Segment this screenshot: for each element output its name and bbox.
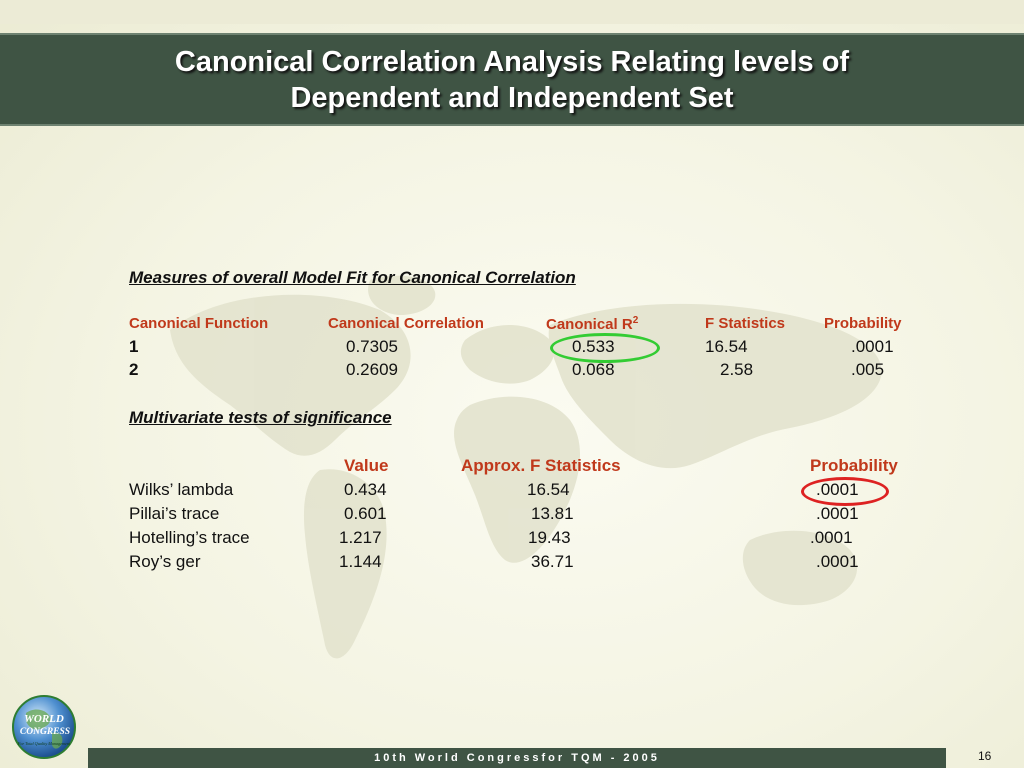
- logo-word-world: WORLD: [24, 713, 64, 725]
- col-header-canonical-r2: Canonical R2: [546, 315, 638, 333]
- fit-row-1-probability: .0001: [851, 337, 894, 356]
- mv-row-4-f: 36.71: [531, 552, 574, 571]
- col-header-canonical-correlation: Canonical Correlation: [328, 315, 484, 332]
- mv-row-1-test: Wilks’ lambda: [129, 480, 234, 499]
- col-header-approx-f: Approx. F Statistics: [461, 456, 621, 475]
- mv-row-3-f: 19.43: [528, 528, 571, 547]
- world-map-watermark: [170, 275, 882, 659]
- fit-row-2-correlation: 0.2609: [346, 360, 398, 379]
- mv-row-3-test: Hotelling’s trace: [129, 528, 250, 547]
- logo-word-congress: CONGRESS: [20, 727, 70, 737]
- mv-row-4-value: 1.144: [339, 552, 382, 571]
- slide-title-line-2: Dependent and Independent Set: [290, 81, 734, 114]
- fit-row-2-r2: 0.068: [572, 360, 615, 379]
- r2-label: Canonical R: [546, 316, 633, 333]
- highlight-circle-red: [801, 477, 889, 506]
- mv-row-2-test: Pillai’s trace: [129, 504, 220, 523]
- highlight-circle-green: [550, 333, 660, 363]
- mv-row-2-f: 13.81: [531, 504, 574, 523]
- mv-row-1-value: 0.434: [344, 480, 387, 499]
- title-bar: Canonical Correlation Analysis Relating …: [0, 33, 1024, 126]
- mv-row-3-value: 1.217: [339, 528, 382, 547]
- model-fit-heading: Measures of overall Model Fit for Canoni…: [129, 268, 576, 287]
- col-header-canonical-function: Canonical Function: [129, 315, 269, 332]
- fit-row-1-correlation: 0.7305: [346, 337, 398, 356]
- mv-row-4-test: Roy’s ger: [129, 552, 201, 571]
- col-header-value: Value: [344, 456, 389, 475]
- fit-row-1-f: 16.54: [705, 337, 748, 356]
- r2-superscript: 2: [632, 315, 639, 326]
- mv-row-2-probability: .0001: [816, 504, 859, 523]
- fit-row-2-probability: .005: [851, 360, 885, 379]
- col-header-probability: Probability: [824, 315, 902, 332]
- mv-row-3-probability: .0001: [810, 528, 853, 547]
- col-header-mv-probability: Probability: [810, 456, 898, 475]
- fit-row-2-f: 2.58: [720, 360, 754, 379]
- slide-title-line-1: Canonical Correlation Analysis Relating …: [174, 45, 850, 78]
- multivariate-heading: Multivariate tests of significance: [129, 408, 392, 427]
- fit-row-1-function: 1: [129, 337, 139, 356]
- logo-tagline: For Total Quality Management: [17, 741, 71, 746]
- col-header-f-statistics: F Statistics: [705, 315, 786, 332]
- top-strip: [0, 0, 1024, 24]
- fit-row-2-function: 2: [129, 360, 139, 379]
- mv-row-4-probability: .0001: [816, 552, 859, 571]
- page-number: 16: [978, 749, 992, 763]
- world-congress-logo: WORLD CONGRESS For Total Quality Managem…: [12, 695, 76, 759]
- mv-row-1-f: 16.54: [527, 480, 570, 499]
- footer-text: 10th World Congressfor TQM - 2005: [374, 752, 660, 764]
- slide-title: Canonical Correlation Analysis Relating …: [175, 44, 849, 116]
- mv-row-2-value: 0.601: [344, 504, 387, 523]
- footer-bar: 10th World Congressfor TQM - 2005: [88, 748, 946, 768]
